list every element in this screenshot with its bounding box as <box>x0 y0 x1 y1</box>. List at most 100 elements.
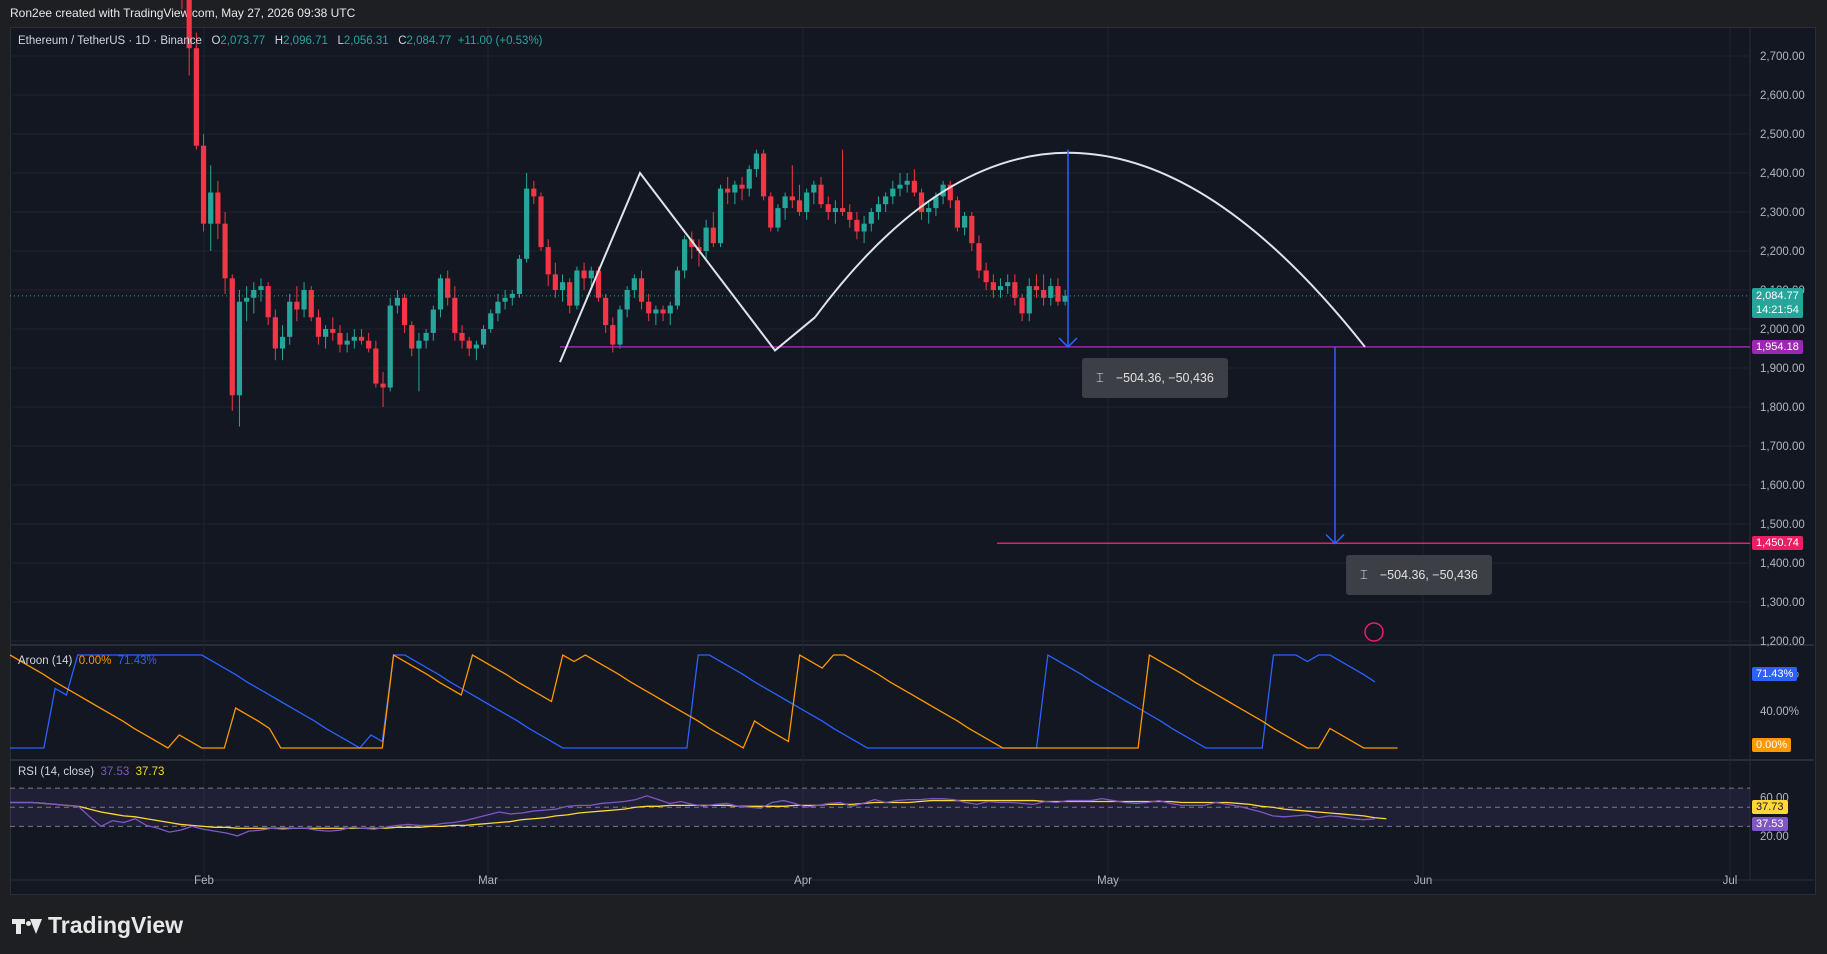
candle-body <box>1033 286 1040 290</box>
candle-body <box>480 329 487 345</box>
ohlc-close-label: C <box>398 35 407 47</box>
candle-body <box>495 301 501 314</box>
x-tick-label: Apr <box>794 875 812 887</box>
measure-arrow-2-head <box>1325 533 1345 545</box>
ohlc-low: 2,056.31 <box>343 35 389 47</box>
candle-body <box>380 383 386 388</box>
candle-body <box>947 184 953 201</box>
y-tick-label: 1,300.00 <box>1760 597 1805 609</box>
candle-body <box>789 196 795 201</box>
ohlc-close: 2,084.77 <box>406 35 452 47</box>
candle-body <box>969 215 975 244</box>
candle-body <box>904 180 910 185</box>
candle-body <box>811 184 817 193</box>
candle-body <box>452 297 458 333</box>
ohlc-low-label: L <box>337 35 344 47</box>
candle-body <box>531 188 537 197</box>
candle-body <box>416 340 422 349</box>
candle-body <box>1019 297 1025 314</box>
rsi-line <box>10 795 1376 837</box>
candle-body <box>516 258 523 294</box>
candle-body <box>653 309 659 314</box>
candle-body <box>854 219 860 232</box>
candle-body <box>1026 286 1032 314</box>
y-tick-label: 2,200.00 <box>1760 246 1805 258</box>
y-tick-label: 1,500.00 <box>1760 519 1805 531</box>
chart-frame[interactable] <box>10 27 1816 895</box>
candle-body <box>918 192 925 212</box>
candle-body <box>617 309 623 345</box>
aroon-up-line <box>10 653 1376 749</box>
candle-body <box>473 344 479 349</box>
candle-body <box>1005 282 1011 287</box>
candle-body <box>200 145 207 224</box>
w-pattern-drawing <box>559 171 816 363</box>
y-tick-label: 2,300.00 <box>1760 207 1805 219</box>
target-price-tag: 1,450.74 <box>1752 536 1803 550</box>
candle-body <box>1048 286 1054 298</box>
measure-label-2[interactable]: ⌶ −504.36, −50,436 <box>1346 555 1492 595</box>
x-tick-label: May <box>1097 875 1119 887</box>
aroon-legend[interactable]: Aroon (14) 0.00% 71.43% <box>18 655 157 667</box>
candle-body <box>186 0 192 49</box>
candle-body <box>760 153 767 197</box>
candle-body <box>603 297 609 326</box>
candle-body <box>911 180 917 193</box>
candle-body <box>775 208 781 228</box>
author-credit: Ron2ee created with TradingView.com, May… <box>10 6 356 20</box>
candle-body <box>897 184 903 189</box>
candle-body <box>366 340 372 349</box>
candle-body <box>753 153 759 170</box>
candle-body <box>588 270 594 279</box>
price-change: +11.00 (+0.53%) <box>457 35 543 47</box>
x-tick-label: Mar <box>478 875 498 887</box>
symbol-legend[interactable]: Ethereum / TetherUS · 1D · Binance O2,07… <box>18 35 543 47</box>
tradingview-logo[interactable]: TradingView <box>12 912 183 939</box>
rsi-legend[interactable]: RSI (14, close) 37.53 37.73 <box>18 766 164 778</box>
aroon-label[interactable]: Aroon (14) <box>18 655 73 667</box>
aroon-up-value: 71.43% <box>117 655 157 667</box>
candle-body <box>954 200 961 228</box>
candle-body <box>387 305 393 388</box>
candle-body <box>567 282 573 306</box>
candle-body <box>990 282 996 290</box>
candle-body <box>768 196 774 228</box>
candle-body <box>337 332 343 345</box>
alert-bolt-icon <box>1364 622 1384 642</box>
candle-body <box>710 227 716 244</box>
rsi-ma-tag: 37.73 <box>1752 800 1788 814</box>
y-tick-label: 2,600.00 <box>1760 90 1805 102</box>
y-tick-label: 1,900.00 <box>1760 363 1805 375</box>
candle-body <box>933 196 939 209</box>
candle-body <box>782 196 788 209</box>
aroon-down-value: 0.00% <box>78 655 112 667</box>
last-price-value: 2,084.77 <box>1756 290 1799 302</box>
candle-body <box>796 200 803 212</box>
rsi-label[interactable]: RSI (14, close) <box>18 766 95 778</box>
candle-body <box>330 329 336 333</box>
candle-body <box>1055 286 1061 302</box>
candle-body <box>624 290 630 310</box>
candle-body <box>818 184 824 205</box>
candle-body <box>394 297 400 306</box>
measure-label-1[interactable]: ⌶ −504.36, −50,436 <box>1082 358 1228 398</box>
candle-body <box>962 215 968 228</box>
candle-body <box>875 204 882 212</box>
candle-body <box>265 286 271 318</box>
support-price-tag: 1,954.18 <box>1752 340 1803 354</box>
candle-body <box>244 297 250 302</box>
candle-body <box>538 196 544 248</box>
candle-body <box>610 325 616 345</box>
aroon-axis-label: 40.00% <box>1760 706 1799 718</box>
candle-body <box>323 329 329 337</box>
candle-body <box>430 309 436 333</box>
symbol-name[interactable]: Ethereum / TetherUS · 1D · Binance <box>18 35 202 47</box>
candle-body <box>682 239 688 271</box>
candle-body <box>997 286 1004 290</box>
x-tick-label: Feb <box>194 875 214 887</box>
candle-body <box>358 336 365 341</box>
measure-icon: ⌶ <box>1096 370 1104 385</box>
candle-body <box>703 227 709 251</box>
aroon-down-line <box>9 653 1398 749</box>
